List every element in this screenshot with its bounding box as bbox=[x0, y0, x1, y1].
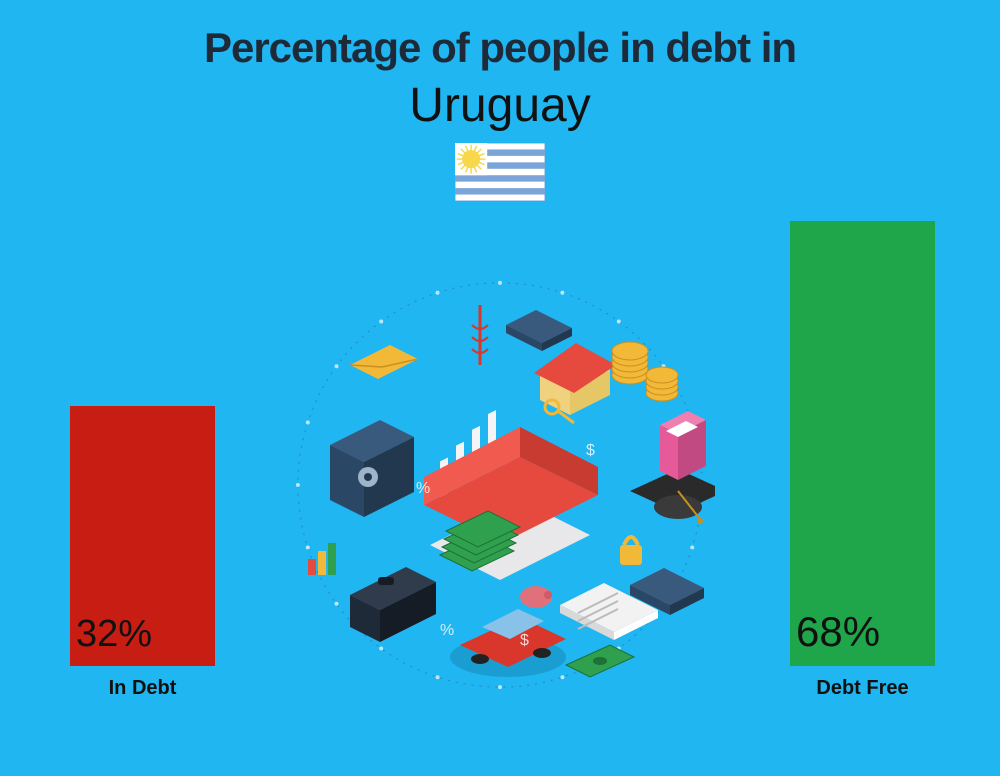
chart-area: %% $ $ 32% In Debt 68% Debt Free bbox=[0, 0, 1000, 776]
svg-text:$: $ bbox=[586, 442, 595, 459]
bar-label-debt-free: Debt Free bbox=[790, 677, 935, 700]
bar-value-debt-free: 68% bbox=[796, 608, 880, 656]
svg-text:$: $ bbox=[520, 632, 529, 649]
bar-value-in-debt: 32% bbox=[76, 613, 152, 656]
bar-in-debt: 32% bbox=[70, 406, 215, 666]
finance-illustration: %% $ $ bbox=[285, 270, 715, 700]
svg-text:%: % bbox=[416, 480, 430, 497]
svg-text:%: % bbox=[440, 622, 454, 639]
bar-debt-free: 68% bbox=[790, 221, 935, 666]
bar-label-in-debt: In Debt bbox=[70, 677, 215, 700]
